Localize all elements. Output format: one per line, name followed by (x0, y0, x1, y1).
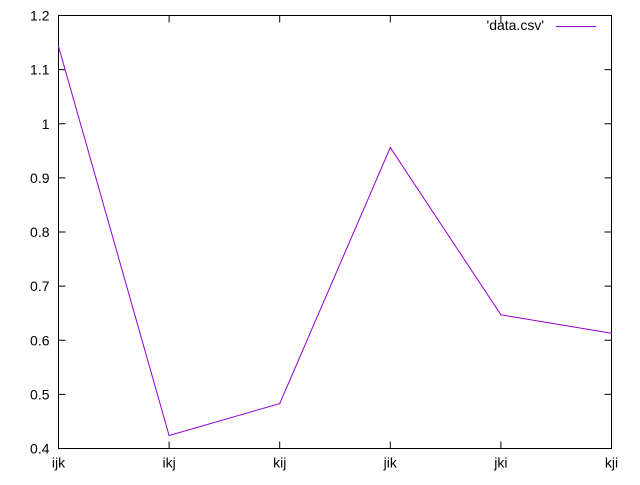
data-point (57, 45, 60, 47)
x-tick-label: ikj (162, 455, 175, 471)
series-layer (57, 45, 613, 437)
x-tick-label: kij (273, 455, 286, 471)
legend: 'data.csv' (487, 17, 596, 33)
y-tick-label: 0.6 (30, 332, 50, 348)
x-tick-label: jik (383, 455, 398, 471)
data-point (389, 146, 391, 149)
x-tick-label: kji (605, 455, 618, 471)
x-tick-label: jki (493, 455, 507, 471)
data-point (279, 402, 281, 405)
y-tick-label: 0.4 (30, 441, 50, 457)
legend-label: 'data.csv' (487, 17, 544, 33)
x-axis: ijk ikj kij jik jki kji (52, 15, 618, 471)
y-tick-label: 1.2 (30, 8, 50, 24)
series-line (58, 46, 612, 437)
y-tick-label: 1.1 (30, 62, 50, 78)
y-tick-label: 0.5 (30, 386, 50, 402)
data-point (610, 332, 613, 334)
y-tick-label: 1 (42, 116, 50, 132)
y-tick-label: 0.7 (30, 278, 50, 294)
plot-border (58, 15, 612, 449)
y-axis: 0.4 0.5 0.6 0.7 0.8 0.9 1 1.1 1.2 (30, 8, 612, 457)
x-tick-label: ijk (52, 455, 66, 471)
data-point (500, 314, 502, 316)
y-tick-label: 0.8 (30, 224, 50, 240)
data-point (168, 434, 170, 437)
y-tick-label: 0.9 (30, 170, 50, 186)
